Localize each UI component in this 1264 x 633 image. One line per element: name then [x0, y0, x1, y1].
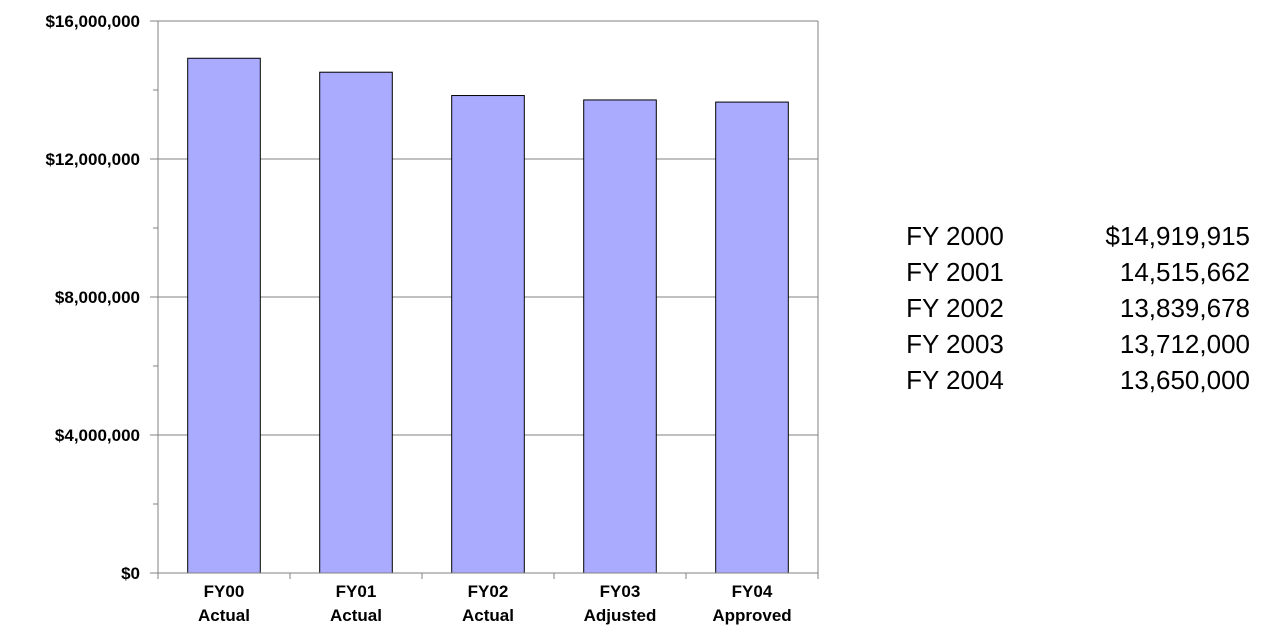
bar-chart: $0 $4,000,000 $8,000,000 $12,000,000 $16,000… — [45, 12, 819, 625]
x-tick-label-line: FY04 — [732, 582, 773, 601]
bar — [187, 57, 261, 574]
y-tick-label: $16,000,000 — [45, 12, 140, 31]
summary-row: FY 2000 $14,919,915 — [880, 218, 1250, 254]
x-tick-label: FY01 Actual — [330, 582, 382, 625]
x-tick-label: FY04 Approved — [712, 582, 791, 625]
y-tick-labels: $0 $4,000,000 $8,000,000 $12,000,000 $16,000… — [45, 12, 140, 583]
x-tick-label-line: Actual — [462, 606, 514, 625]
summary-row: FY 2004 13,650,000 — [880, 362, 1250, 398]
bar — [583, 99, 657, 574]
summary-year: FY 2000 — [906, 221, 1004, 251]
x-tick-label: FY03 Adjusted — [584, 582, 657, 625]
x-tick-labels: FY00 Actual FY01 Actual FY02 Actual FY03 Adjust… — [198, 582, 792, 625]
summary-year: FY 2003 — [906, 329, 1004, 359]
summary-year: FY 2004 — [906, 365, 1004, 395]
x-tick-label-line: Actual — [330, 606, 382, 625]
summary-amount: $14,919,915 — [1105, 221, 1250, 251]
x-tick-label-line: FY01 — [336, 582, 377, 601]
summary-row: FY 2001 14,515,662 — [880, 254, 1250, 290]
x-tick-label: FY02 Actual — [462, 582, 514, 625]
x-tick-label-line: Adjusted — [584, 606, 657, 625]
summary-amount: 14,515,662 — [1119, 257, 1250, 287]
x-tick-label: FY00 Actual — [198, 582, 250, 625]
x-tick-label-line: FY02 — [468, 582, 509, 601]
x-tick-label-line: Approved — [712, 606, 791, 625]
bar — [715, 101, 789, 574]
summary-amount: 13,839,678 — [1119, 293, 1250, 323]
summary-amount: 13,650,000 — [1119, 365, 1250, 395]
bar — [451, 95, 525, 574]
summary-amount: 13,712,000 — [1119, 329, 1250, 359]
x-tick-label-line: FY03 — [600, 582, 641, 601]
y-tick-label: $0 — [121, 564, 140, 583]
summary-row: FY 2002 13,839,678 — [880, 290, 1250, 326]
bars — [187, 57, 789, 574]
summary-table: FY 2000 $14,919,915 FY 2001 14,515,662 FY 20… — [880, 218, 1250, 398]
y-tick-label: $8,000,000 — [55, 288, 140, 307]
summary-row: FY 2003 13,712,000 — [880, 326, 1250, 362]
bar — [319, 71, 393, 574]
y-tick-label: $12,000,000 — [45, 150, 140, 169]
summary-year: FY 2001 — [906, 257, 1004, 287]
x-tick-label-line: Actual — [198, 606, 250, 625]
y-tick-label: $4,000,000 — [55, 426, 140, 445]
summary-year: FY 2002 — [906, 293, 1004, 323]
x-tick-label-line: FY00 — [204, 582, 245, 601]
axes — [150, 20, 819, 579]
